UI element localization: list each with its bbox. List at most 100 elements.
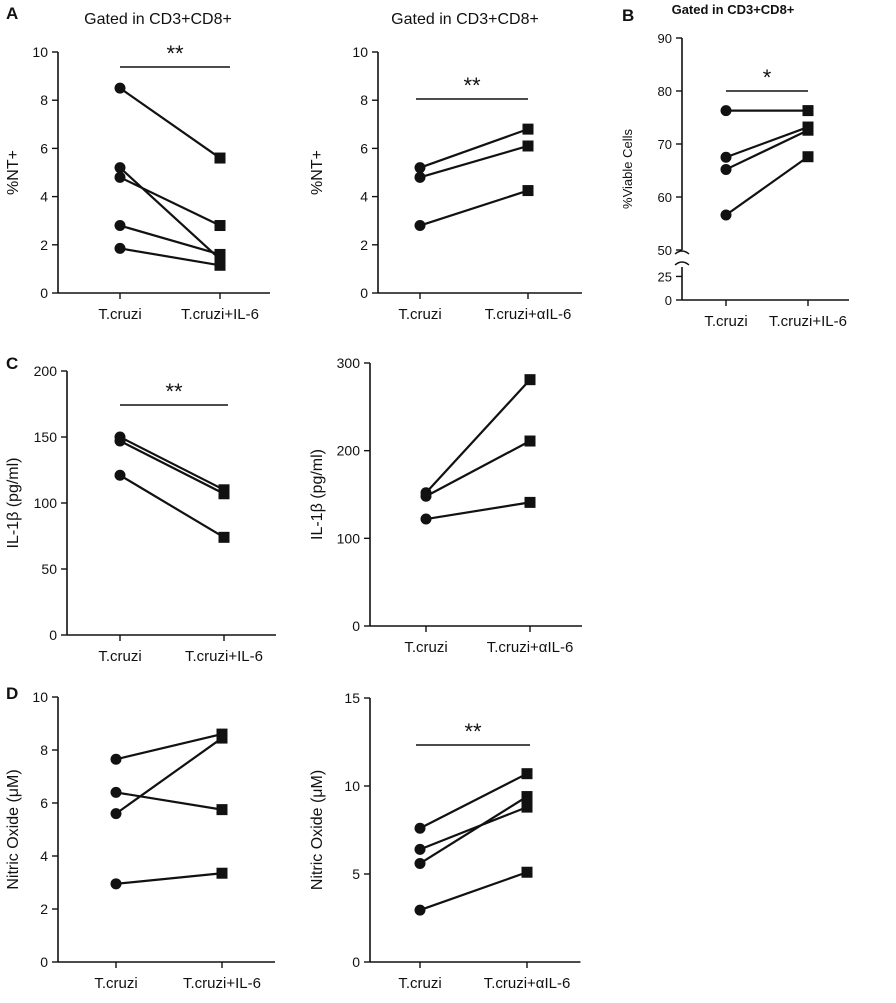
d-right-series-line xyxy=(419,795,528,865)
d-left-point-circle xyxy=(110,878,122,890)
d-left-y-axis-title: Nitric Oxide (μM) xyxy=(5,769,22,889)
b-point-square xyxy=(802,151,814,163)
a-right-y-tick-label: 2 xyxy=(360,237,368,253)
a-right-point-circle xyxy=(414,162,426,174)
c-left-y-tick-label: 150 xyxy=(34,429,58,445)
d-right-y-tick-label: 15 xyxy=(344,690,360,706)
c-left-y-tick-label: 0 xyxy=(49,627,57,643)
c-right-series-line xyxy=(425,440,531,498)
b-y-tick-label: 90 xyxy=(658,31,672,46)
a-left-y-tick-label: 8 xyxy=(40,92,48,108)
d-right-series-line xyxy=(419,871,528,912)
a-left-point-square xyxy=(214,220,226,232)
a-left-y-tick-label: 6 xyxy=(40,140,48,156)
c-right-y-tick-label: 200 xyxy=(337,443,361,459)
a-left-category-label: T.cruzi+IL-6 xyxy=(181,306,259,323)
d-left-category-label: T.cruzi xyxy=(94,975,137,992)
d-left-series-line xyxy=(115,872,223,885)
c-left-category-label: T.cruzi xyxy=(98,648,141,665)
c-right-y-tick-label: 300 xyxy=(337,355,361,371)
a-right-chart-title: Gated in CD3+CD8+ xyxy=(391,11,539,28)
d-right-point-circle xyxy=(414,857,426,869)
a-right-category-label: T.cruzi+αIL-6 xyxy=(485,306,572,323)
c-left-y-tick-label: 200 xyxy=(34,363,58,379)
a-right-y-axis-title: %NT+ xyxy=(309,150,326,195)
d-left-y-tick-label: 2 xyxy=(40,901,48,917)
a-left-y-axis-title: %NT+ xyxy=(5,150,22,195)
d-left-category-label: T.cruzi+IL-6 xyxy=(183,975,261,992)
b-point-circle xyxy=(720,163,732,175)
a-left-chart-title: Gated in CD3+CD8+ xyxy=(84,11,232,28)
a-right-point-square xyxy=(522,123,534,135)
b-series-line xyxy=(725,155,809,216)
a-right-category-label: T.cruzi xyxy=(398,306,441,323)
d-left-y-tick-label: 10 xyxy=(32,689,48,705)
a-right-point-square xyxy=(522,185,534,197)
c-left-point-circle xyxy=(114,435,126,447)
c-right-series-line xyxy=(425,501,531,521)
b-category-label: T.cruzi+IL-6 xyxy=(769,313,847,330)
a-right-y-tick-label: 0 xyxy=(360,285,368,301)
c-right-series-line xyxy=(425,378,531,494)
a-right-y-tick-label: 10 xyxy=(352,44,368,60)
c-right-point-circle xyxy=(420,513,432,525)
d-left-series-line xyxy=(115,733,223,761)
d-left-point-square xyxy=(216,804,228,816)
a-left-point-circle xyxy=(114,162,126,174)
a-right-point-square xyxy=(522,140,534,152)
a-left-point-circle xyxy=(114,171,126,183)
c-right-y-tick-label: 100 xyxy=(337,530,361,546)
panel-label-b: B xyxy=(622,6,635,25)
b-series-line xyxy=(725,126,809,159)
c-left-point-square xyxy=(218,488,230,500)
c-right-point-circle xyxy=(420,490,432,502)
c-right-point-square xyxy=(524,435,536,447)
d-right-y-tick-label: 0 xyxy=(352,954,360,970)
a-right-series-line xyxy=(419,144,529,179)
b-chart-title: Gated in CD3+CD8+ xyxy=(672,2,795,17)
d-right-point-square xyxy=(521,791,533,803)
b-significance-mark: * xyxy=(763,65,772,90)
d-left-point-square xyxy=(216,732,228,744)
panel-label-a: A xyxy=(6,4,19,23)
a-right-point-circle xyxy=(414,171,426,183)
d-right-point-circle xyxy=(414,843,426,855)
d-left-series-line xyxy=(115,791,223,811)
d-right-point-square xyxy=(521,768,533,780)
a-left-y-tick-label: 4 xyxy=(40,189,48,205)
d-right-point-circle xyxy=(414,822,426,834)
c-left-y-tick-label: 100 xyxy=(34,495,58,511)
d-left-y-tick-label: 4 xyxy=(40,848,48,864)
panel-label-c: C xyxy=(6,354,19,373)
a-left-y-tick-label: 10 xyxy=(32,44,48,60)
d-right-point-circle xyxy=(414,904,426,916)
d-right-point-square xyxy=(521,801,533,813)
a-right-y-tick-label: 6 xyxy=(360,140,368,156)
a-left-significance-mark: ** xyxy=(166,41,184,66)
a-left-category-label: T.cruzi xyxy=(98,306,141,323)
c-right-y-axis-title: IL-1β (pg/ml) xyxy=(309,449,326,540)
c-right-category-label: T.cruzi+αIL-6 xyxy=(487,639,574,656)
c-left-series-line xyxy=(119,439,225,495)
b-series-line xyxy=(725,129,809,171)
d-left-y-tick-label: 6 xyxy=(40,795,48,811)
d-left-point-circle xyxy=(110,753,122,765)
a-left-y-tick-label: 0 xyxy=(40,285,48,301)
d-left-y-tick-label: 8 xyxy=(40,742,48,758)
d-right-y-tick-label: 10 xyxy=(344,778,360,794)
c-right-category-label: T.cruzi xyxy=(404,639,447,656)
a-right-y-tick-label: 8 xyxy=(360,92,368,108)
a-left-series-line xyxy=(119,166,221,261)
b-axis-break-lower xyxy=(674,261,690,266)
a-left-point-square xyxy=(214,248,226,260)
d-left-series-line xyxy=(115,737,223,815)
d-left-point-square xyxy=(216,867,228,879)
a-right-point-circle xyxy=(414,220,426,232)
c-right-point-square xyxy=(524,496,536,508)
b-axis-break-upper xyxy=(674,250,690,255)
b-category-label: T.cruzi xyxy=(704,313,747,330)
b-y-tick-label: 70 xyxy=(658,137,672,152)
c-left-y-tick-label: 50 xyxy=(41,561,57,577)
